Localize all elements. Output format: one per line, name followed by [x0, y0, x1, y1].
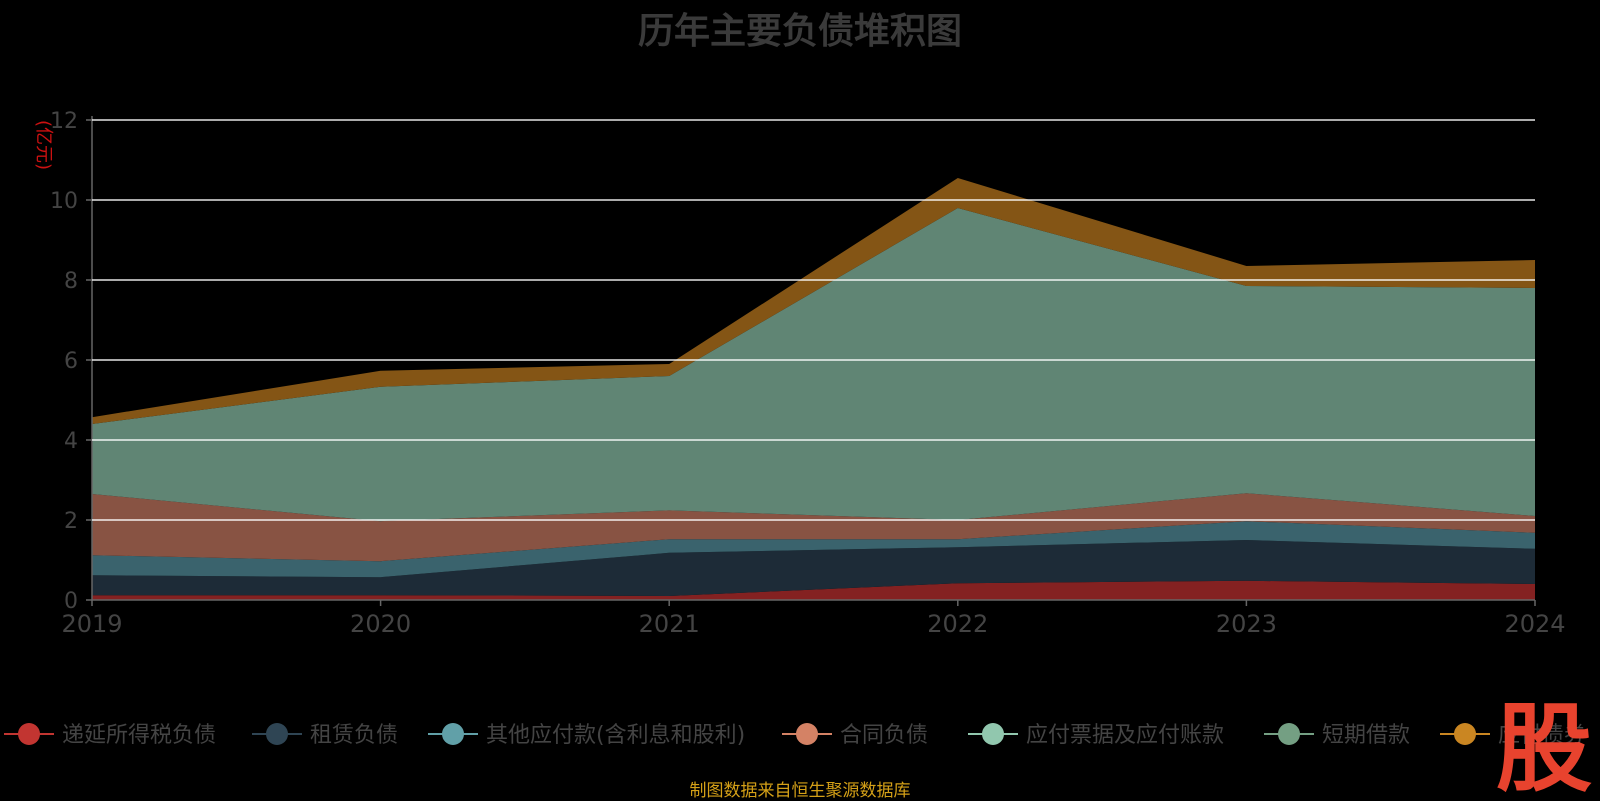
legend-label: 应付票据及应付账款 [1026, 723, 1224, 748]
x-tick-label: 2019 [61, 610, 122, 638]
legend-marker [982, 723, 1004, 745]
area-series-6 [92, 178, 1535, 424]
legend-label: 递延所得税负债 [62, 723, 216, 748]
legend-marker [1278, 723, 1300, 745]
legend-marker [796, 723, 818, 745]
legend-label: 合同负债 [840, 723, 928, 748]
area-series-0 [92, 580, 1535, 600]
chart-title: 历年主要负债堆积图 [637, 11, 962, 52]
x-tick-label: 2023 [1216, 610, 1277, 638]
grid-lines [92, 119, 1535, 521]
x-tick-label: 2020 [350, 610, 411, 638]
x-tick-label: 2022 [927, 610, 988, 638]
data-source-note: 制图数据来自恒生聚源数据库 [689, 781, 911, 801]
y-tick-label: 8 [64, 269, 78, 294]
y-tick-label: 0 [64, 589, 78, 614]
legend-marker [442, 723, 464, 745]
y-tick-label: 4 [64, 429, 78, 454]
legend: 递延所得税负债 租赁负债 其他应付款(含利息和股利) 合同负债 应付票据及应付账款 短期借… [4, 723, 1586, 748]
area-series-3 [92, 493, 1535, 562]
legend-label: 应付债券 [1498, 723, 1586, 748]
legend-marker [266, 723, 288, 745]
axes: 0 2 4 6 8 10 12 2019 2020 2021 2022 2023 2024 (亿元) [33, 109, 1566, 638]
svg-text:股: 股 [1496, 693, 1592, 800]
x-tick-label: 2024 [1504, 610, 1565, 638]
area-series-2 [92, 521, 1535, 578]
y-tick-label: 10 [50, 189, 78, 214]
legend-label: 短期借款 [1322, 723, 1410, 748]
watermark-logo: 股 [1496, 693, 1592, 800]
legend-marker [1454, 723, 1476, 745]
area-series-1 [92, 540, 1535, 596]
y-tick-label: 6 [64, 349, 78, 374]
y-tick-label: 2 [64, 509, 78, 534]
x-tick-label: 2021 [639, 610, 700, 638]
legend-marker [18, 723, 40, 745]
area-series-5 [92, 208, 1535, 522]
area-series [92, 178, 1535, 600]
legend-label: 其他应付款(含利息和股利) [486, 723, 745, 748]
y-axis-unit-label: (亿元) [33, 120, 54, 170]
y-tick-label: 12 [50, 109, 78, 134]
legend-label: 租赁负债 [310, 723, 398, 748]
